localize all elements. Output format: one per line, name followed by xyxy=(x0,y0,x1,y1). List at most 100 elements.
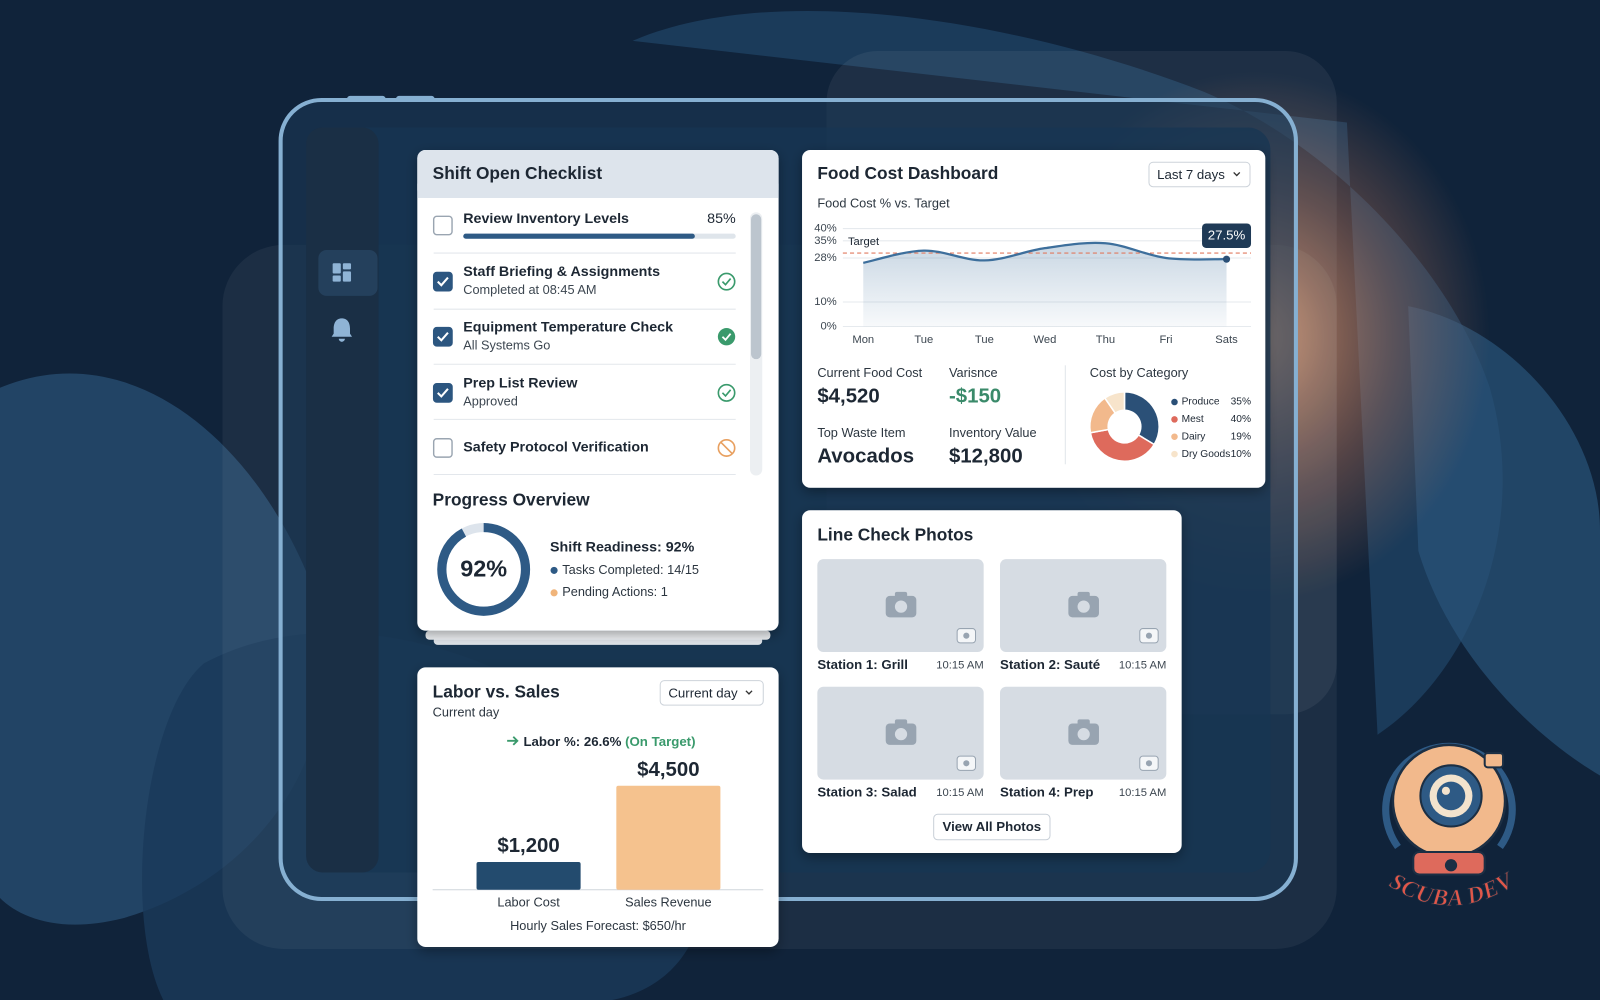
target-label: Target xyxy=(848,236,880,248)
checkbox-box xyxy=(432,382,453,403)
chevron xyxy=(1233,171,1241,177)
legend-dot xyxy=(550,589,558,597)
task-label: Prep List Review xyxy=(463,375,578,391)
bar xyxy=(616,785,721,890)
checkbox-tick xyxy=(437,388,449,398)
status-blocked xyxy=(717,438,736,457)
view-all-button[interactable]: View All Photos xyxy=(933,813,1051,841)
x-tick-label: Sats xyxy=(1215,334,1238,346)
legend-text: Tasks Completed: 14/15 xyxy=(562,562,699,577)
badge-lens xyxy=(963,760,970,767)
ring-arc xyxy=(437,522,531,616)
icon-part xyxy=(332,275,341,282)
stat-label: Current Food Cost xyxy=(817,365,922,380)
legend-label: Dry Goods xyxy=(1182,449,1231,460)
x-tick-label: Tue xyxy=(914,334,933,346)
ring-label: 92% xyxy=(460,556,507,582)
scrollbar-thumb[interactable] xyxy=(751,214,762,360)
badge-lens xyxy=(1145,632,1153,639)
task-label: Staff Briefing & Assignments xyxy=(463,264,660,280)
button-box xyxy=(933,813,1051,841)
status-verified xyxy=(717,328,736,346)
chevron xyxy=(745,690,753,695)
camera-lens xyxy=(894,600,908,613)
camera-lens xyxy=(1077,600,1090,613)
checkbox-tick xyxy=(437,276,449,287)
chart-title: Cost by Category xyxy=(1090,365,1189,380)
photo-tile[interactable] xyxy=(1000,559,1167,653)
range-dropdown[interactable]: Current day xyxy=(659,680,764,706)
range-dropdown[interactable]: Last 7 days xyxy=(1148,161,1251,188)
y-tick-label: 28% xyxy=(814,252,836,264)
camera-top xyxy=(1077,719,1090,726)
checkbox-box xyxy=(432,215,453,236)
card-title: Food Cost Dashboard xyxy=(817,163,998,183)
line xyxy=(863,241,1227,264)
legend-value: 35% xyxy=(1231,397,1251,408)
checkbox[interactable] xyxy=(432,382,453,403)
x-tick-label: Tue xyxy=(975,334,994,346)
camera-top xyxy=(1077,591,1090,598)
line-area xyxy=(863,242,1227,327)
status-check xyxy=(721,333,732,342)
legend-label: Dairy xyxy=(1182,431,1207,442)
checkbox-tick xyxy=(437,331,449,342)
stat-value: $12,800 xyxy=(949,446,1023,468)
card xyxy=(417,150,779,631)
task-label: Equipment Temperature Check xyxy=(463,319,673,335)
section-title: Progress Overview xyxy=(433,490,591,510)
device-button xyxy=(395,95,435,103)
checkbox[interactable] xyxy=(432,438,453,458)
x-tick-label: Mon xyxy=(852,334,874,346)
legend-label: Mest xyxy=(1182,414,1204,425)
nav-dashboard[interactable] xyxy=(318,250,378,296)
progress-bar xyxy=(463,233,695,239)
device-button xyxy=(346,95,386,103)
callout-text: 27.5% xyxy=(1208,228,1246,243)
card-title: Labor vs. Sales xyxy=(433,681,560,701)
checkbox[interactable] xyxy=(432,215,453,236)
photos-card: Line Check Photos View All Photos Statio… xyxy=(802,510,1182,854)
footnote: Hourly Sales Forecast: $650/hr xyxy=(510,918,687,933)
checkbox[interactable] xyxy=(432,271,453,292)
pie-slice xyxy=(1103,391,1126,415)
food-cost-card: Food Cost Dashboard Last 7 days Food Cos… xyxy=(802,150,1266,488)
readiness: Shift Readiness: 92% xyxy=(550,540,695,556)
x-tick-label: Thu xyxy=(1096,334,1115,346)
bar-value-label: $1,200 xyxy=(497,835,559,857)
nav-notifications[interactable] xyxy=(331,318,353,342)
card-header xyxy=(417,183,779,198)
photo-tile[interactable] xyxy=(817,559,984,653)
photo-tile[interactable] xyxy=(817,686,984,780)
pie-slice xyxy=(1089,428,1156,462)
photo-label: Station 2: Sauté xyxy=(1000,657,1100,672)
logo-valve xyxy=(1483,752,1505,769)
icon-part xyxy=(342,263,352,270)
legend-dot xyxy=(1171,416,1178,423)
camera-top xyxy=(894,719,908,726)
legend-dot xyxy=(1171,398,1178,406)
checkbox[interactable] xyxy=(432,326,453,347)
photo-tile[interactable] xyxy=(1000,686,1167,780)
legend-label: Produce xyxy=(1182,397,1220,408)
labor-value: Labor %: 26.6% xyxy=(523,733,621,748)
photo-time: 10:15 AM xyxy=(1119,659,1166,671)
status-complete xyxy=(717,383,736,402)
stat-value: -$150 xyxy=(949,385,1001,407)
x-tick-label: Wed xyxy=(1033,334,1056,346)
camera-top xyxy=(894,591,908,598)
bar xyxy=(476,862,581,890)
photo-time: 10:15 AM xyxy=(936,787,983,799)
blob xyxy=(632,10,1503,735)
task-label: Safety Protocol Verification xyxy=(463,440,649,456)
card-subtitle: Current day xyxy=(433,705,500,720)
status-complete xyxy=(717,272,736,291)
task-progress-label: 85% xyxy=(707,211,736,227)
labor-card: Labor vs. Sales Current day Current day … xyxy=(417,667,779,947)
icon-part xyxy=(342,271,352,282)
labor-status: (On Target) xyxy=(625,733,695,748)
badge-lens xyxy=(1145,760,1153,767)
status-check xyxy=(721,278,732,286)
